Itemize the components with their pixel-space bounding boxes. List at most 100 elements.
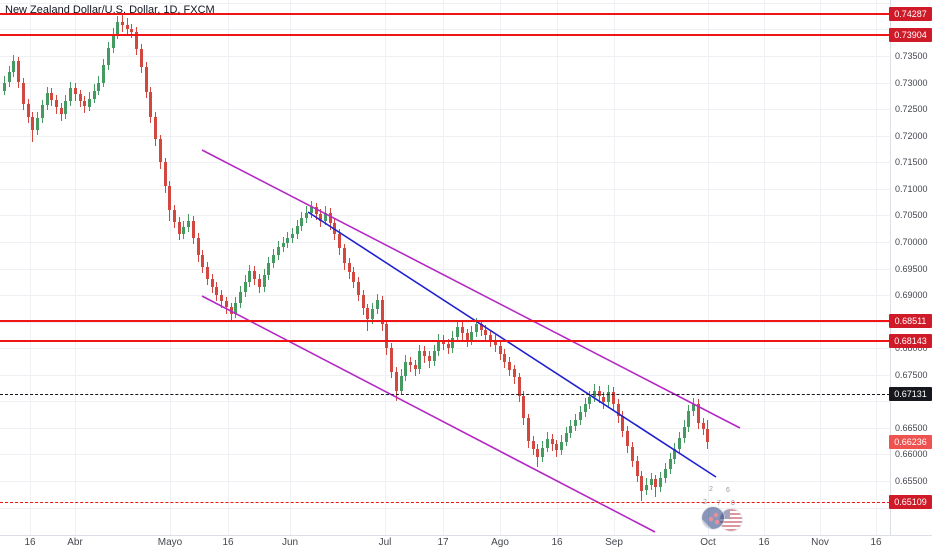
vertical-gridline (557, 0, 558, 535)
price-level-line[interactable] (0, 13, 890, 16)
candle-down (706, 428, 710, 442)
candle-up (92, 90, 96, 99)
price-axis-label: 0.70500 (895, 210, 928, 221)
horizontal-gridline (0, 29, 890, 31)
candle-down (413, 365, 417, 370)
horizontal-gridline (0, 374, 890, 376)
horizontal-gridline (0, 215, 890, 217)
candle-down (206, 266, 209, 280)
candle-up (45, 93, 49, 106)
candle-up (309, 207, 313, 213)
price-line-badge: 0.65109 (889, 494, 932, 509)
price-level-line[interactable] (0, 320, 890, 322)
candle-up (659, 478, 663, 488)
candle-up (3, 82, 6, 91)
candle-down (220, 295, 224, 302)
candle-up (564, 433, 568, 442)
price-line-badge: 0.68143 (889, 333, 932, 348)
candle-down (517, 377, 521, 396)
candle-down (385, 324, 389, 349)
candle-down (503, 353, 507, 362)
vertical-gridline (228, 0, 229, 535)
candle-up (97, 82, 101, 91)
candle-down (508, 361, 511, 370)
time-axis-label: 16 (870, 537, 882, 548)
candle-down (21, 82, 25, 104)
candle-down (314, 207, 318, 214)
candle-down (427, 356, 431, 362)
candle-down (597, 390, 601, 397)
candle-down (465, 333, 469, 341)
candle-down (144, 66, 148, 92)
trendline-channel-upper[interactable] (201, 149, 741, 429)
candle-up (290, 234, 294, 239)
candle-down (640, 475, 644, 491)
candle-up (560, 441, 563, 451)
candle-up (187, 220, 191, 228)
candle-down (555, 444, 559, 451)
vertical-gridline (290, 0, 291, 535)
candle-down (390, 348, 393, 373)
candle-down (149, 91, 153, 118)
watermark-digit: 6 (726, 487, 730, 494)
candle-down (493, 340, 497, 346)
candle-up (569, 426, 573, 434)
candle-up (69, 87, 73, 102)
candle-up (111, 34, 115, 48)
vertical-gridline (443, 0, 444, 535)
price-line-badge: 0.68511 (889, 314, 932, 328)
price-level-line[interactable] (0, 33, 890, 36)
candle-up (574, 419, 578, 427)
trendline-channel-lower[interactable] (201, 295, 656, 533)
plot-area[interactable]: New Zealand Dollar/U.S. Dollar, 1D, FXCM… (0, 0, 890, 535)
candle-down (215, 287, 219, 296)
candle-up (588, 397, 592, 404)
horizontal-gridline (0, 348, 890, 350)
price-axis-label: 0.65500 (895, 476, 928, 486)
candle-up (267, 263, 271, 275)
candle-up (475, 324, 478, 333)
horizontal-gridline (0, 56, 890, 57)
vertical-gridline (170, 0, 171, 535)
candle-down (319, 213, 323, 221)
vertical-gridline (30, 0, 31, 535)
trendline-median-line[interactable] (307, 211, 717, 478)
price-level-line[interactable] (0, 501, 890, 503)
candle-down (531, 441, 535, 450)
candle-up (88, 98, 91, 107)
price-axis-label: 0.69500 (895, 263, 928, 274)
candle-up (272, 255, 275, 264)
horizontal-gridline (0, 507, 890, 509)
trendlines-layer (201, 149, 741, 533)
time-axis-label: 16 (222, 537, 234, 548)
candle-up (593, 390, 596, 398)
time-axis-label: Ago (491, 537, 509, 548)
candle-down (139, 49, 143, 67)
time-axis-label: Abr (67, 537, 83, 548)
candle-down (602, 396, 606, 403)
candle-down (253, 271, 257, 280)
candle-down (442, 340, 445, 344)
watermark-digit: 7 (717, 500, 721, 507)
candle-down (196, 237, 200, 256)
candle-up (578, 411, 582, 420)
candle-up (276, 247, 280, 256)
candle-up (451, 337, 455, 349)
price-level-line[interactable] (0, 339, 890, 342)
candle-down (224, 301, 228, 308)
price-line-badge: 0.73904 (889, 27, 932, 42)
time-axis[interactable]: 16 Abr Mayo 16 Jun Jul 17 Ago 16 Sep Oct 16 Nov 16 (0, 535, 932, 550)
price-level-line[interactable] (0, 394, 890, 396)
horizontal-gridline (0, 321, 890, 323)
price-axis-label: 0.73000 (895, 77, 928, 88)
vertical-gridline (75, 0, 76, 535)
candle-up (644, 484, 648, 491)
candle-up (262, 274, 266, 288)
candle-down (121, 21, 124, 26)
candle-up (583, 404, 587, 412)
horizontal-gridline (0, 162, 890, 164)
candle-up (243, 281, 247, 293)
time-axis-label: Oct (700, 537, 716, 548)
price-axis[interactable]: 0.73500 0.73000 0.72500 0.72000 0.71500 0.710… (890, 0, 932, 535)
horizontal-gridline (0, 295, 890, 297)
